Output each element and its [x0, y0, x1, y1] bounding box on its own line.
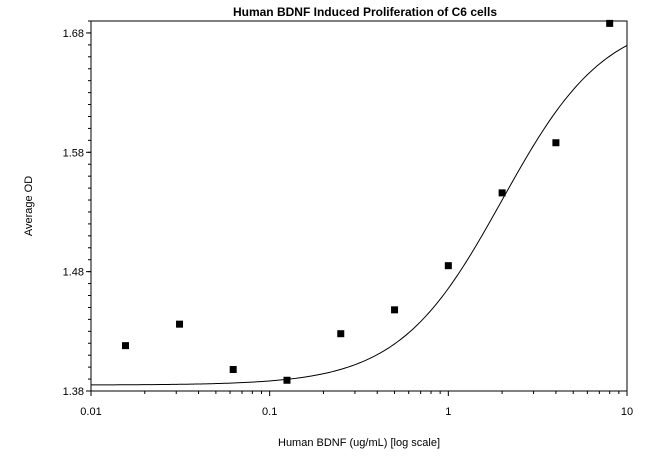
- y-tick-label-3: 1.68: [63, 28, 84, 40]
- data-points: [122, 19, 614, 384]
- chart-title: Human BDNF Induced Proliferation of C6 c…: [233, 5, 497, 19]
- x-axis-ticks: 0.01 0.1 1 10: [80, 391, 633, 418]
- data-point-2: [229, 366, 237, 374]
- plot-frame: [90, 20, 628, 392]
- x-tick-label-2: 1: [445, 406, 451, 418]
- x-tick-label-1: 0.1: [262, 406, 277, 418]
- data-point-0: [122, 342, 130, 350]
- x-tick-label-3: 10: [621, 406, 633, 418]
- data-point-5: [391, 306, 399, 314]
- data-point-9: [606, 19, 614, 27]
- x-axis-label: Human BDNF (ug/mL) [log scale]: [278, 437, 440, 449]
- y-axis-ticks: 1.38 1.48 1.58 1.68: [63, 28, 91, 398]
- x-tick-label-0: 0.01: [80, 406, 101, 418]
- data-point-3: [283, 376, 291, 384]
- data-point-7: [498, 189, 506, 197]
- data-point-4: [337, 330, 345, 338]
- minor-ticks: [88, 20, 620, 394]
- y-tick-label-2: 1.58: [63, 147, 84, 159]
- y-tick-label-1: 1.48: [63, 267, 84, 279]
- y-tick-label-0: 1.38: [63, 386, 84, 398]
- data-point-8: [552, 139, 560, 147]
- data-point-6: [444, 262, 452, 270]
- y-axis-label: Average OD: [23, 176, 35, 236]
- data-point-1: [176, 320, 184, 328]
- fit-curve: [90, 44, 628, 386]
